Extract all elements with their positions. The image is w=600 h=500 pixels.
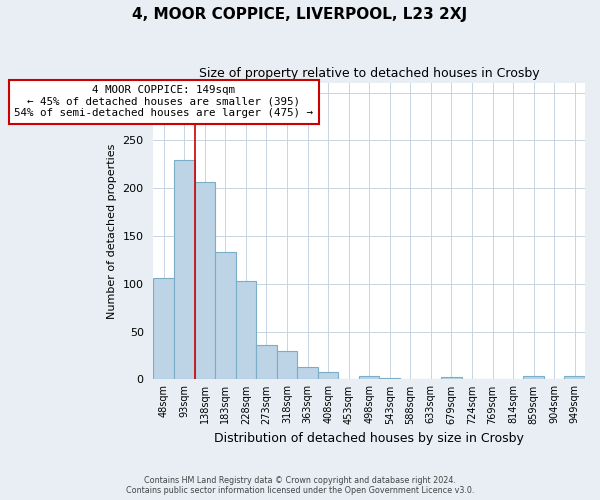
Title: Size of property relative to detached houses in Crosby: Size of property relative to detached ho… xyxy=(199,68,539,80)
Y-axis label: Number of detached properties: Number of detached properties xyxy=(107,144,117,319)
Bar xyxy=(297,367,318,380)
Text: 4 MOOR COPPICE: 149sqm
← 45% of detached houses are smaller (395)
54% of semi-de: 4 MOOR COPPICE: 149sqm ← 45% of detached… xyxy=(14,85,313,118)
Bar xyxy=(277,350,297,380)
Bar xyxy=(194,182,215,380)
X-axis label: Distribution of detached houses by size in Crosby: Distribution of detached houses by size … xyxy=(214,432,524,445)
Bar xyxy=(174,160,194,380)
Bar xyxy=(256,345,277,380)
Text: 4, MOOR COPPICE, LIVERPOOL, L23 2XJ: 4, MOOR COPPICE, LIVERPOOL, L23 2XJ xyxy=(133,8,467,22)
Bar xyxy=(359,376,379,380)
Bar xyxy=(318,372,338,380)
Bar xyxy=(154,278,174,380)
Bar xyxy=(379,378,400,380)
Bar xyxy=(565,376,585,380)
Bar xyxy=(441,376,461,380)
Bar xyxy=(236,281,256,380)
Bar xyxy=(215,252,236,380)
Bar xyxy=(523,376,544,380)
Text: Contains HM Land Registry data © Crown copyright and database right 2024.
Contai: Contains HM Land Registry data © Crown c… xyxy=(126,476,474,495)
